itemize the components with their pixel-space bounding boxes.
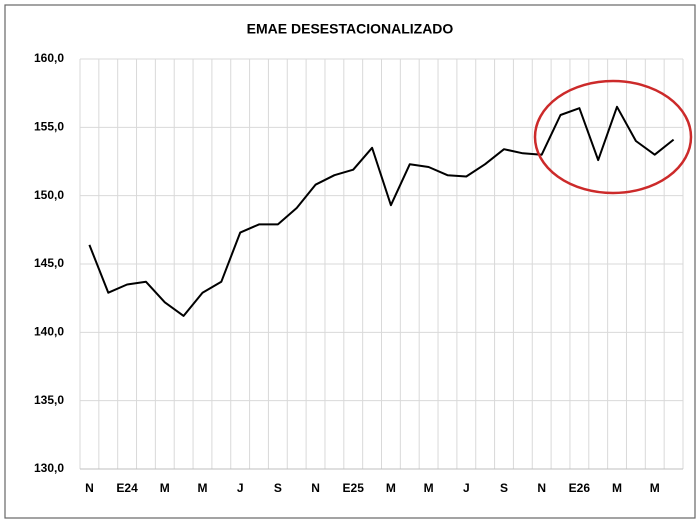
x-tick-label: E24 (116, 481, 138, 495)
highlight-ellipse (533, 79, 693, 195)
x-tick-label: M (160, 481, 170, 495)
y-tick-label: 145,0 (34, 256, 64, 270)
y-tick-label: 135,0 (34, 393, 64, 407)
x-tick-label: M (650, 481, 660, 495)
x-tick-label: S (500, 481, 508, 495)
x-tick-label: N (537, 481, 546, 495)
x-tick-label: N (85, 481, 94, 495)
grid: 130,0 135,0 140,0 145,0 150,0 155,0 160,0 N E24 M… (34, 51, 684, 495)
y-tick-label: 160,0 (34, 51, 64, 65)
x-tick-label: M (197, 481, 207, 495)
y-tick-label: 140,0 (34, 325, 64, 339)
chart-title: EMAE DESESTACIONALIZADO (247, 21, 454, 37)
x-tick-label: M (612, 481, 622, 495)
y-tick-label: 130,0 (34, 461, 64, 475)
chart-border (4, 4, 696, 519)
x-tick-label: E26 (569, 481, 591, 495)
x-tick-label: M (386, 481, 396, 495)
x-tick-label: M (424, 481, 434, 495)
y-tick-label: 150,0 (34, 188, 64, 202)
x-tick-label: E25 (343, 481, 365, 495)
x-tick-label: S (274, 481, 282, 495)
x-tick-label: N (311, 481, 320, 495)
y-tick-label: 155,0 (34, 120, 64, 134)
series-line (88, 105, 675, 317)
x-tick-label: J (463, 481, 470, 495)
plot (88, 105, 675, 317)
x-tick-label: J (237, 481, 244, 495)
